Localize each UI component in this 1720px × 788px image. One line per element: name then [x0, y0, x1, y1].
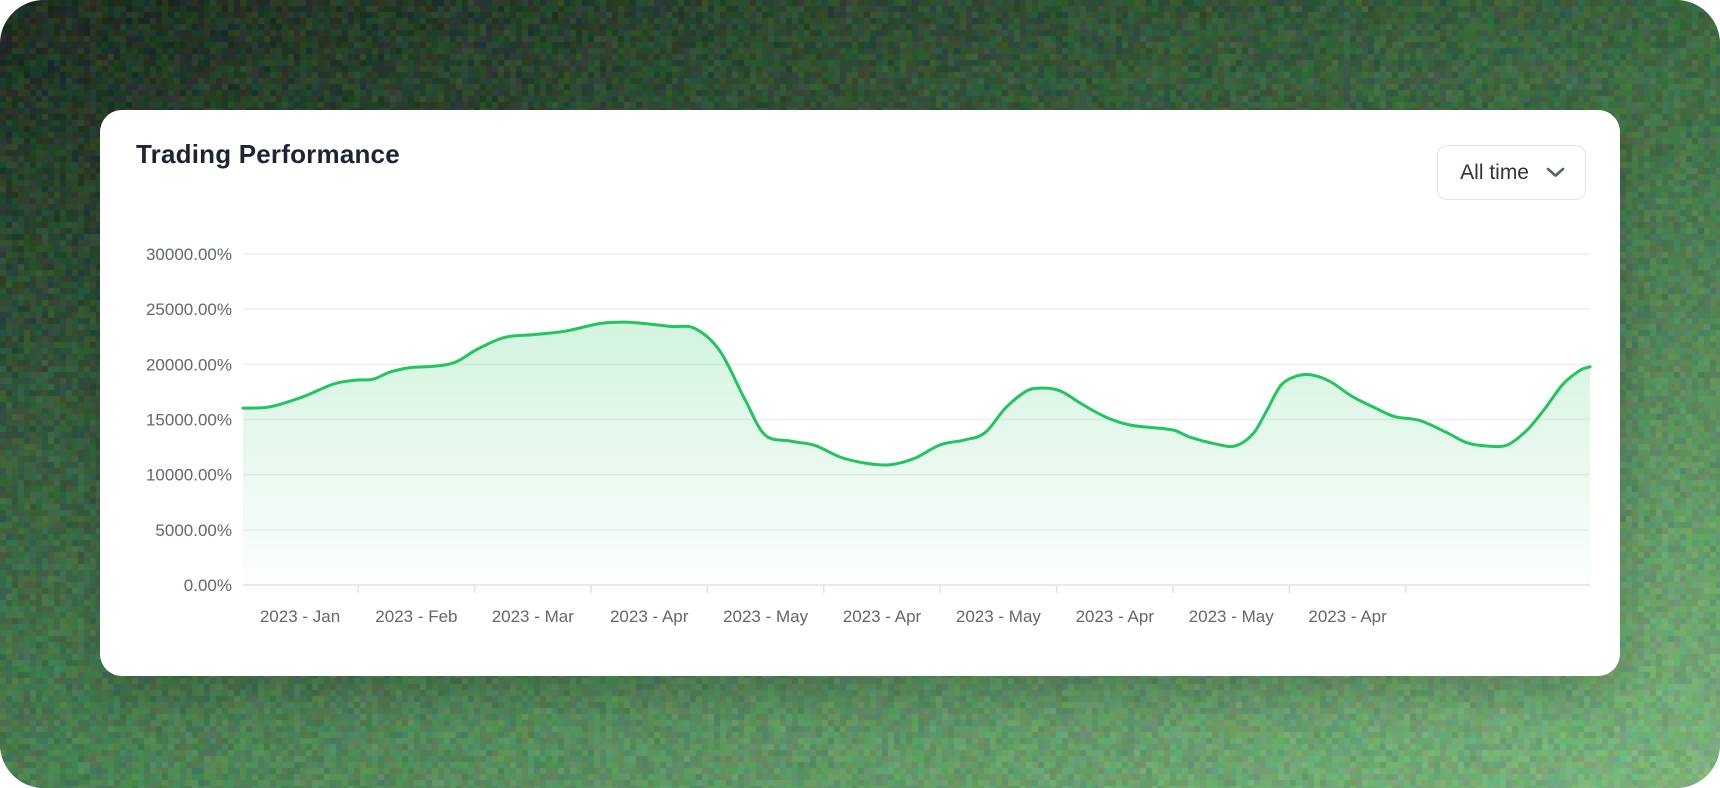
x-tick-label: 2023 - Apr — [1076, 607, 1155, 626]
x-tick-label: 2023 - Jan — [260, 607, 340, 626]
card-header: Trading Performance All time — [100, 110, 1620, 200]
y-tick-label: 5000.00% — [155, 521, 232, 540]
y-tick-label: 30000.00% — [146, 245, 232, 264]
time-range-dropdown[interactable]: All time — [1437, 145, 1586, 200]
page-background: Trading Performance All time 30000.00% 25… — [0, 0, 1720, 788]
x-tick-label: 2023 - May — [723, 607, 809, 626]
x-tick-label: 2023 - Feb — [375, 607, 457, 626]
x-tick-label: 2023 - Apr — [1308, 607, 1387, 626]
x-tick-label: 2023 - May — [956, 607, 1042, 626]
y-tick-label: 25000.00% — [146, 300, 232, 319]
chevron-down-icon — [1546, 167, 1565, 178]
x-tick-label: 2023 - Apr — [843, 607, 922, 626]
x-tick-label: 2023 - Mar — [492, 607, 575, 626]
area-fill — [243, 322, 1590, 585]
x-tick-label: 2023 - May — [1189, 607, 1275, 626]
y-tick-label: 10000.00% — [146, 466, 232, 485]
y-tick-label: 15000.00% — [146, 411, 232, 430]
performance-line — [243, 322, 1590, 465]
y-tick-label: 0.00% — [184, 576, 232, 595]
trading-performance-card: Trading Performance All time 30000.00% 25… — [100, 110, 1620, 676]
y-tick-label: 20000.00% — [146, 355, 232, 374]
time-range-value: All time — [1460, 159, 1529, 186]
x-tick-label: 2023 - Apr — [610, 607, 689, 626]
page-title: Trading Performance — [136, 138, 400, 171]
